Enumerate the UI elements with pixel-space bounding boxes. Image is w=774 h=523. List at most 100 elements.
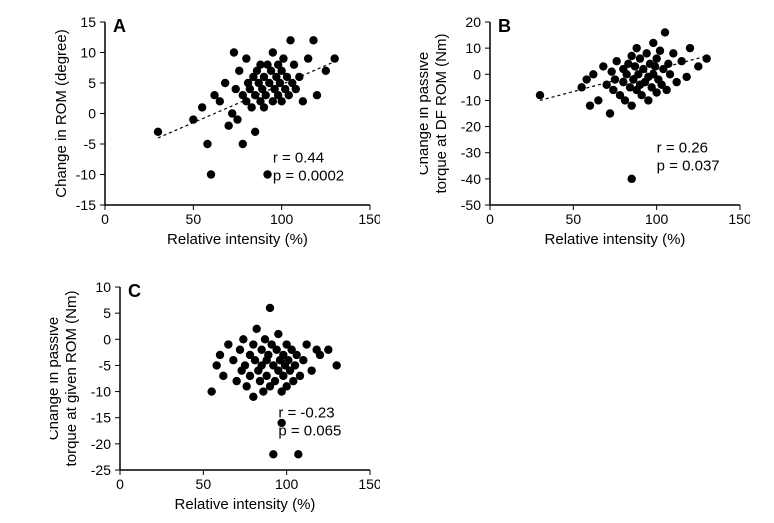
y-tick-label: 10 — [465, 40, 481, 56]
y-tick-label: -10 — [461, 92, 481, 108]
data-point — [672, 78, 680, 86]
data-point — [285, 91, 293, 99]
y-tick-label: -15 — [76, 197, 96, 213]
chart-svg: 050100150-50-40-30-20-1001020Relative in… — [420, 10, 750, 250]
data-point — [302, 340, 310, 348]
data-point — [582, 75, 590, 83]
data-point — [271, 377, 279, 385]
data-point — [612, 57, 620, 65]
data-point — [322, 67, 330, 75]
data-point — [599, 62, 607, 70]
data-point — [332, 361, 340, 369]
data-point — [236, 346, 244, 354]
data-point — [632, 44, 640, 52]
x-axis-label: Relative intensity (%) — [167, 231, 308, 248]
figure-root: 050100150-15-10-5051015Relative intensit… — [0, 0, 774, 523]
data-point — [619, 78, 627, 86]
data-point — [652, 54, 660, 62]
data-point — [602, 81, 610, 89]
data-point — [594, 96, 602, 104]
data-point — [235, 67, 243, 75]
y-tick-label: -20 — [461, 119, 481, 135]
x-tick-label: 150 — [358, 211, 380, 227]
y-tick-label: -30 — [461, 145, 481, 161]
data-point — [295, 73, 303, 81]
data-point — [232, 85, 240, 93]
data-point — [207, 170, 215, 178]
y-tick-label: 15 — [80, 14, 96, 30]
scatter-panel-c: 050100150-25-20-15-10-50510Relative inte… — [50, 275, 380, 515]
x-axis-label: Relative intensity (%) — [175, 496, 316, 513]
data-point — [232, 377, 240, 385]
data-point — [627, 52, 635, 60]
data-point — [216, 351, 224, 359]
data-point — [644, 96, 652, 104]
data-point — [262, 372, 270, 380]
stat-p: p = 0.0002 — [273, 167, 344, 184]
panel-letter: A — [113, 16, 126, 36]
data-point — [212, 361, 220, 369]
data-point — [279, 54, 287, 62]
data-point — [207, 387, 215, 395]
data-point — [330, 54, 338, 62]
data-point — [631, 62, 639, 70]
data-point — [636, 54, 644, 62]
data-point — [316, 351, 324, 359]
data-point — [279, 372, 287, 380]
data-point — [652, 88, 660, 96]
data-point — [296, 372, 304, 380]
data-point — [290, 61, 298, 69]
stat-r: r = 0.26 — [657, 140, 708, 157]
stat-r: r = 0.44 — [273, 149, 324, 166]
data-point — [309, 36, 317, 44]
data-point — [642, 49, 650, 57]
y-tick-label: 0 — [103, 331, 111, 347]
data-point — [536, 91, 544, 99]
y-tick-label: 10 — [80, 45, 96, 61]
stat-p: p = 0.065 — [278, 423, 341, 440]
x-tick-label: 50 — [196, 476, 212, 492]
data-point — [282, 382, 290, 390]
data-point — [586, 101, 594, 109]
x-tick-label: 100 — [270, 211, 294, 227]
data-point — [219, 372, 227, 380]
data-point — [299, 356, 307, 364]
chart-svg: 050100150-15-10-5051015Relative intensit… — [50, 10, 380, 250]
data-point — [637, 91, 645, 99]
data-point — [589, 70, 597, 78]
data-point — [247, 103, 255, 111]
data-point — [233, 115, 241, 123]
data-point — [239, 335, 247, 343]
x-tick-label: 100 — [645, 211, 669, 227]
y-tick-label: -40 — [461, 171, 481, 187]
data-point — [666, 70, 674, 78]
x-tick-label: 100 — [275, 476, 299, 492]
chart-svg: 050100150-25-20-15-10-50510Relative inte… — [50, 275, 380, 515]
data-point — [260, 103, 268, 111]
x-tick-label: 50 — [186, 211, 202, 227]
data-point — [274, 330, 282, 338]
data-point — [249, 340, 257, 348]
data-point — [269, 48, 277, 56]
y-tick-label: -20 — [91, 436, 111, 452]
y-tick-label: -10 — [91, 384, 111, 400]
data-point — [262, 91, 270, 99]
data-point — [230, 48, 238, 56]
data-point — [651, 62, 659, 70]
data-point — [266, 304, 274, 312]
data-point — [241, 361, 249, 369]
y-axis-label-line1: Change in passive — [50, 317, 62, 440]
x-tick-label: 0 — [116, 476, 124, 492]
x-tick-label: 50 — [566, 211, 582, 227]
data-point — [286, 36, 294, 44]
data-point — [224, 122, 232, 130]
data-point — [251, 356, 259, 364]
x-tick-label: 0 — [101, 211, 109, 227]
data-point — [627, 101, 635, 109]
y-tick-label: 0 — [88, 106, 96, 122]
y-tick-label: 20 — [465, 14, 481, 30]
data-point — [189, 115, 197, 123]
data-point — [292, 351, 300, 359]
data-point — [277, 97, 285, 105]
data-point — [289, 377, 297, 385]
